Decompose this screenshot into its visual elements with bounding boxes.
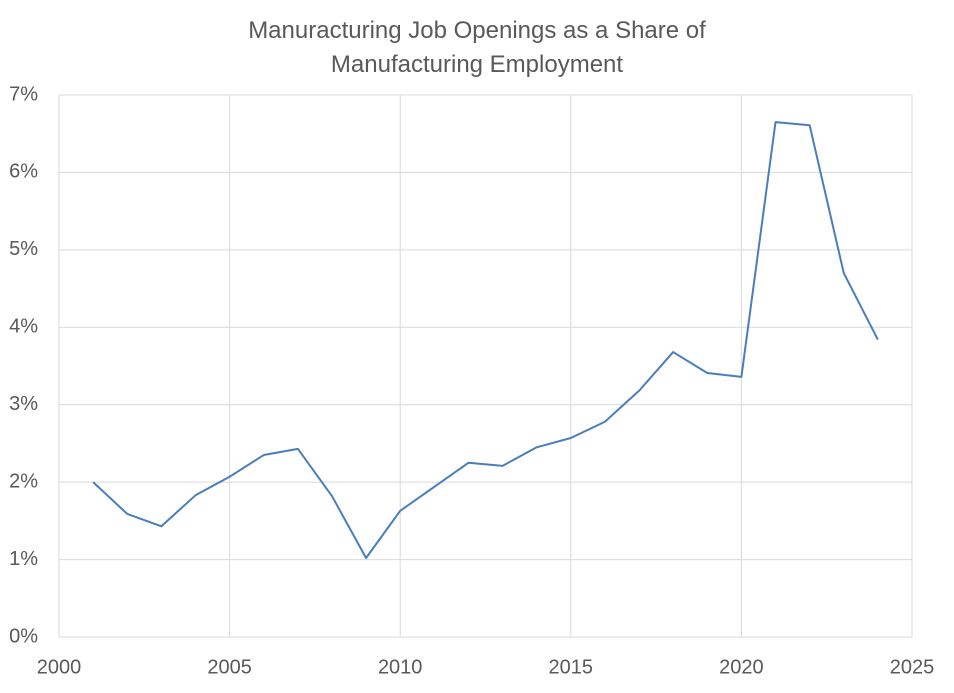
x-tick-label: 2015 bbox=[549, 656, 594, 678]
y-tick-label: 7% bbox=[9, 83, 38, 105]
x-tick-label: 2010 bbox=[378, 656, 423, 678]
y-tick-label: 3% bbox=[9, 393, 38, 415]
y-tick-label: 0% bbox=[9, 625, 38, 647]
x-tick-label: 2025 bbox=[890, 656, 935, 678]
x-tick-label: 2000 bbox=[37, 656, 82, 678]
y-tick-label: 4% bbox=[9, 316, 38, 338]
y-tick-label: 1% bbox=[9, 548, 38, 570]
y-tick-label: 6% bbox=[9, 161, 38, 183]
x-tick-label: 2005 bbox=[207, 656, 252, 678]
y-tick-label: 5% bbox=[9, 238, 38, 260]
x-tick-label: 2020 bbox=[719, 656, 764, 678]
data-line bbox=[92, 121, 879, 560]
y-tick-label: 2% bbox=[9, 470, 38, 492]
chart-title: Manuracturing Job Openings as a Share of… bbox=[248, 17, 706, 78]
